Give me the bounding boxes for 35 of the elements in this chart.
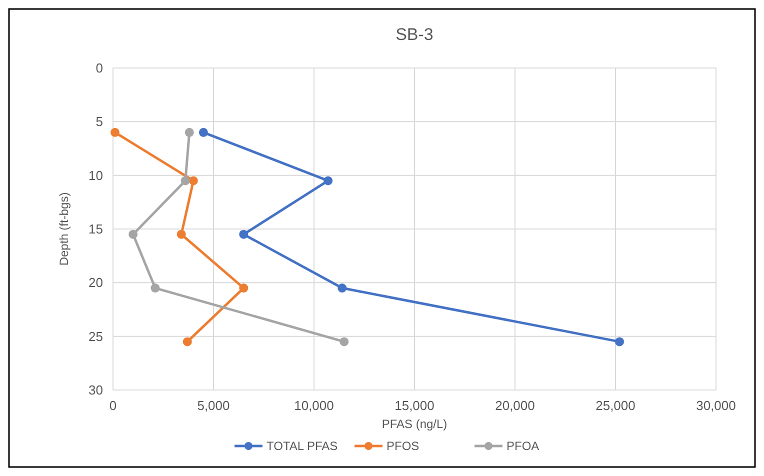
x-tick-label: 25,000 (596, 398, 636, 413)
legend-label: PFOS (386, 439, 420, 454)
point (340, 337, 349, 346)
chart-title: SB-3 (396, 25, 434, 44)
x-tick-label: 5,000 (197, 398, 230, 413)
point (188, 176, 198, 186)
point (615, 337, 624, 346)
legend-label: TOTAL PFAS (266, 439, 338, 454)
y-tick-label: 15 (88, 222, 103, 237)
y-tick-label: 0 (96, 60, 103, 76)
point (198, 128, 208, 137)
y-axis-title: Depth (ft-bgs) (57, 192, 71, 266)
x-axis-title: PFAS (ng/L) (382, 417, 448, 431)
x-tick-label: 30,000 (696, 398, 736, 413)
point (182, 337, 192, 346)
point (128, 230, 138, 239)
x-tick-label: 20,000 (495, 398, 535, 413)
point (239, 284, 248, 293)
point (150, 284, 160, 293)
point (180, 176, 190, 186)
legend-label: PFOA (506, 439, 540, 454)
x-tick-label: 0 (109, 398, 117, 413)
y-tick-label: 20 (88, 275, 103, 290)
point (110, 128, 120, 137)
x-tick-label: 10,000 (294, 398, 334, 413)
point (338, 284, 347, 293)
y-tick-label: 10 (88, 168, 103, 183)
y-tick-label: 25 (88, 328, 103, 344)
y-tick-label: 30 (88, 382, 103, 398)
y-tick-label: 5 (96, 114, 103, 130)
point (184, 128, 194, 137)
point (176, 230, 186, 239)
point (324, 176, 333, 186)
x-tick-label: 15,000 (394, 398, 434, 413)
point (239, 230, 248, 239)
